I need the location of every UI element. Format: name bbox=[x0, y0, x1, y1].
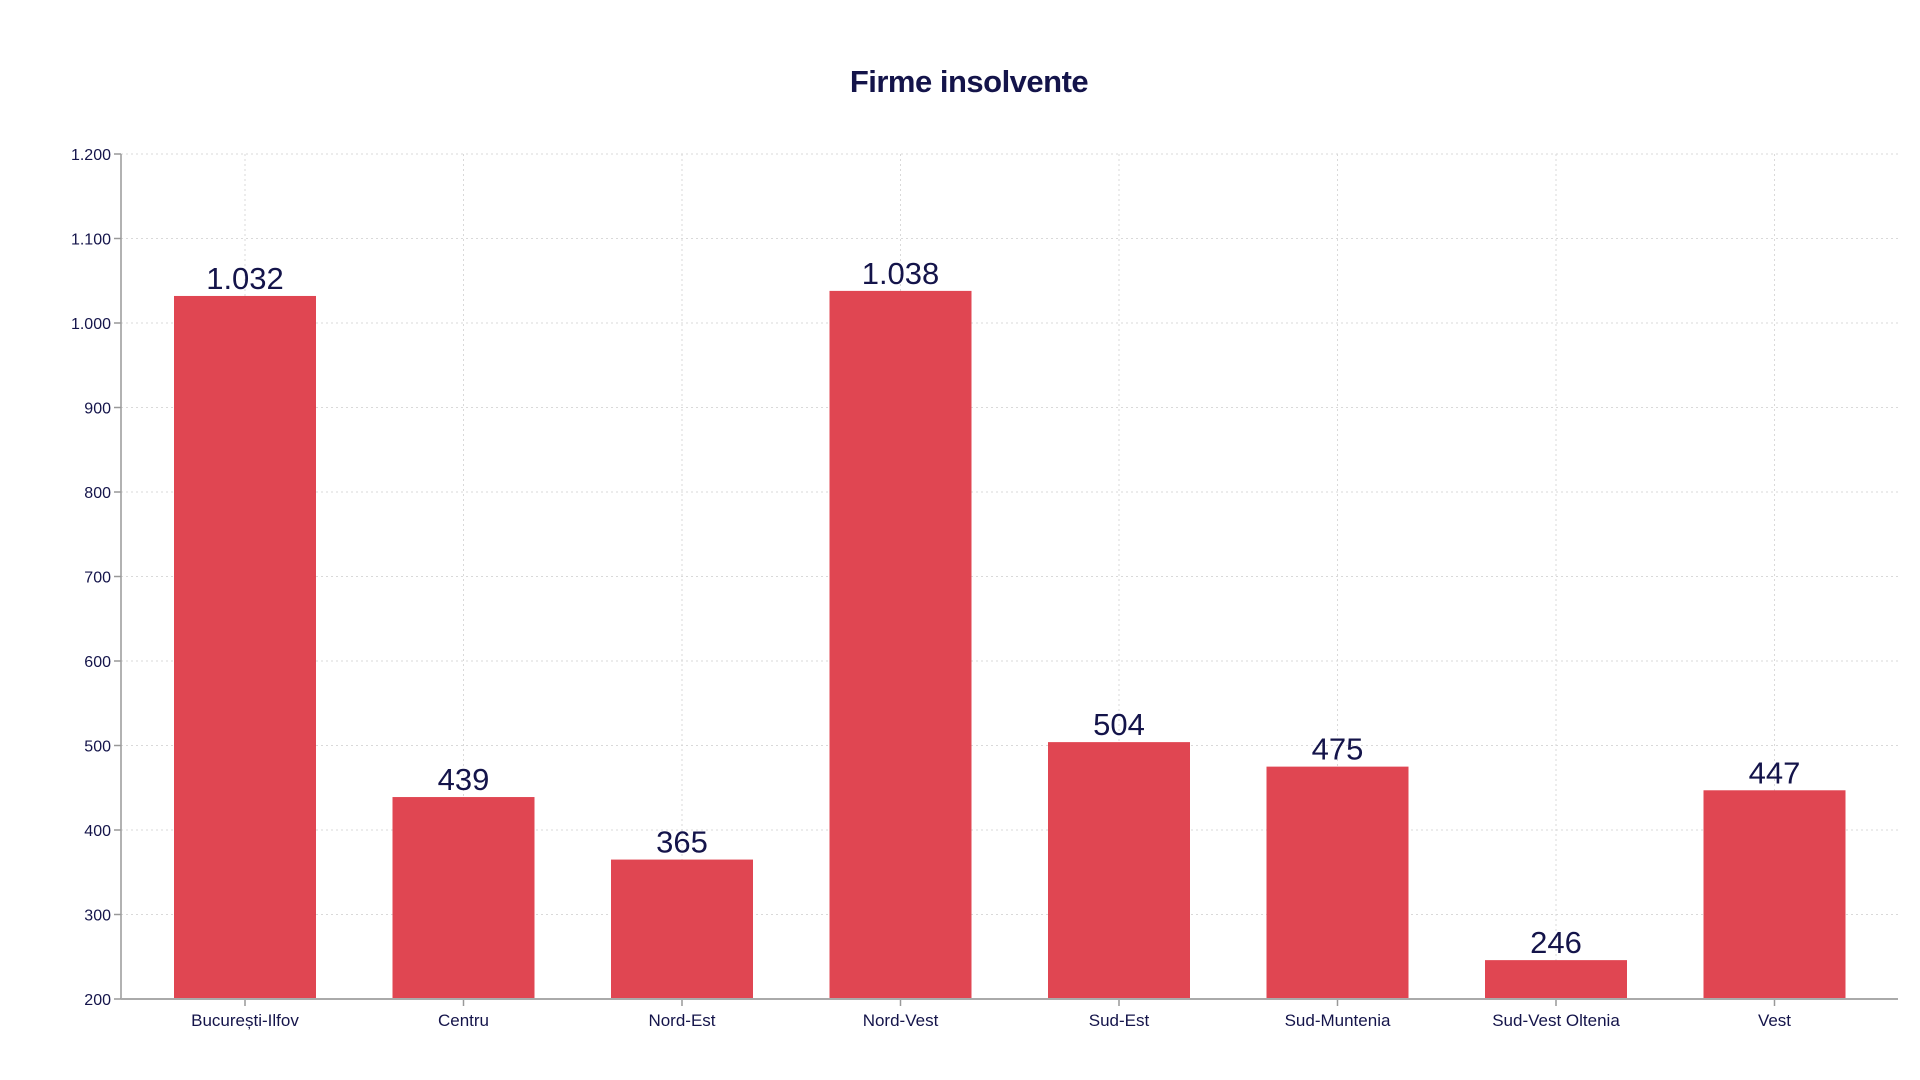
y-tick-label: 1.000 bbox=[71, 316, 111, 333]
x-tick-label: București-Ilfov bbox=[191, 1011, 299, 1030]
bar[interactable] bbox=[392, 797, 535, 999]
y-tick-label: 1.200 bbox=[71, 147, 111, 164]
bars bbox=[174, 290, 1846, 1000]
value-label: 439 bbox=[438, 762, 490, 797]
chart-title: Firme insolvente bbox=[849, 64, 1089, 99]
y-tick-label: 800 bbox=[84, 485, 111, 502]
x-tick-label: Vest bbox=[1758, 1011, 1791, 1030]
labels: 200 300 400 500 600 700 800 900 1.000 1.100 1.200 1… bbox=[71, 147, 1800, 1030]
bar[interactable] bbox=[1048, 742, 1190, 999]
y-tick-label: 600 bbox=[84, 654, 111, 671]
y-tick-label: 500 bbox=[84, 739, 111, 756]
y-tick-label: 200 bbox=[84, 992, 111, 1009]
y-tick-label: 900 bbox=[84, 401, 111, 418]
bar[interactable] bbox=[174, 295, 316, 1000]
x-tick-label: Centru bbox=[438, 1011, 489, 1030]
bar[interactable] bbox=[1266, 766, 1409, 999]
value-label: 1.032 bbox=[206, 261, 284, 296]
value-label: 447 bbox=[1749, 755, 1801, 790]
bar[interactable] bbox=[1703, 790, 1846, 999]
value-label: 246 bbox=[1530, 925, 1582, 960]
x-tick-label: Sud-Est bbox=[1089, 1011, 1150, 1030]
x-tick-label: Nord-Vest bbox=[863, 1011, 939, 1030]
axes bbox=[114, 153, 1898, 1006]
bar[interactable] bbox=[829, 290, 972, 999]
value-label: 1.038 bbox=[862, 256, 940, 291]
value-label: 504 bbox=[1093, 707, 1145, 742]
x-tick-label: Sud-Vest Oltenia bbox=[1492, 1011, 1620, 1030]
x-tick-label: Nord-Est bbox=[648, 1011, 715, 1030]
value-label: 475 bbox=[1312, 732, 1364, 767]
bar[interactable] bbox=[611, 859, 753, 999]
y-tick-label: 300 bbox=[84, 908, 111, 925]
bar[interactable] bbox=[1485, 960, 1627, 999]
value-label: 365 bbox=[656, 825, 708, 860]
y-tick-label: 400 bbox=[84, 823, 111, 840]
y-tick-label: 700 bbox=[84, 570, 111, 587]
x-tick-label: Sud-Muntenia bbox=[1285, 1011, 1391, 1030]
gridlines bbox=[121, 153, 1898, 999]
y-tick-label: 1.100 bbox=[71, 232, 111, 249]
